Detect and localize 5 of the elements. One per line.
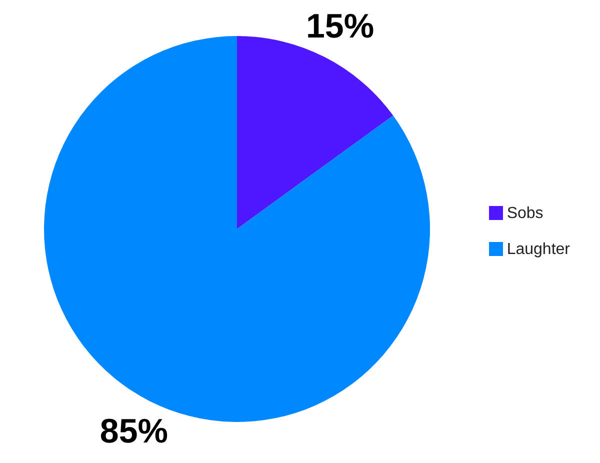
legend-label: Sobs — [506, 204, 544, 222]
data-label: 85% — [100, 412, 168, 450]
legend-label: Laughter — [506, 240, 570, 258]
data-label: 15% — [306, 8, 374, 46]
pie-slice — [237, 36, 394, 229]
